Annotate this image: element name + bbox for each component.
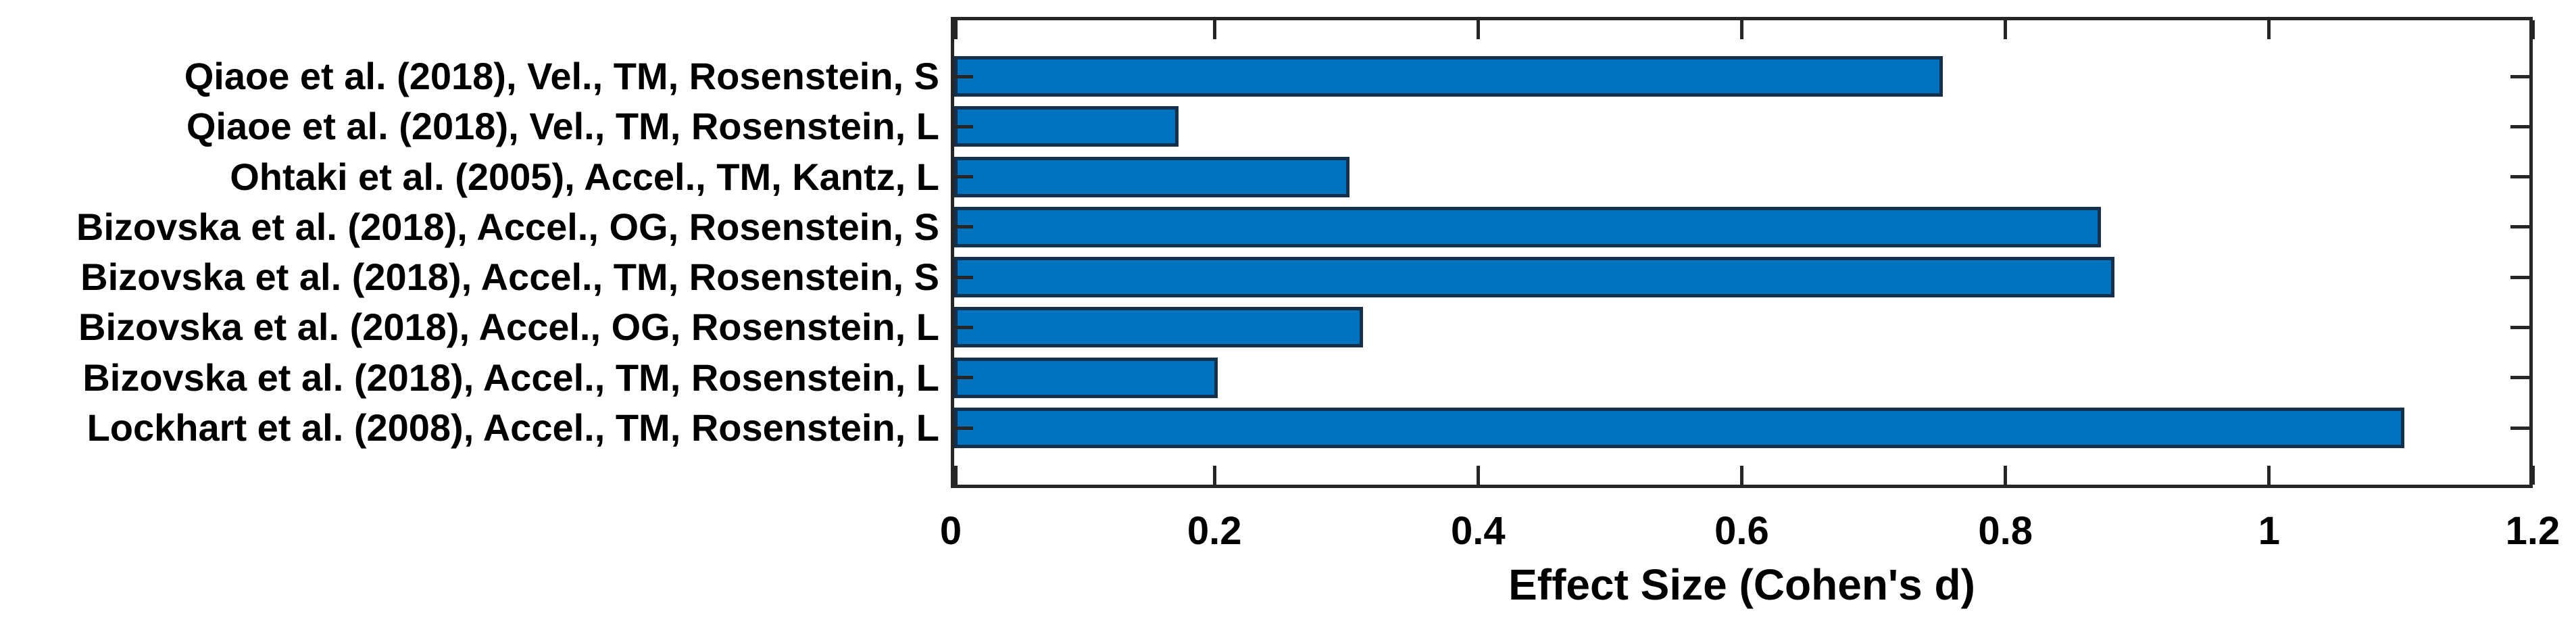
plot-area: [951, 17, 2535, 488]
x-tick-label: 0.2: [1187, 509, 1242, 553]
x-tick-bottom: [2267, 466, 2271, 485]
x-tick-top: [954, 20, 958, 39]
y-tick-right: [2510, 376, 2529, 380]
x-tick-top: [1476, 20, 1480, 39]
y-tick-right: [2510, 175, 2529, 179]
x-tick-label: 0.6: [1714, 509, 1769, 553]
x-tick-label: 1.2: [2505, 509, 2560, 553]
y-tick-left: [954, 325, 973, 329]
bar: [954, 106, 1179, 147]
x-tick-label: 0: [939, 509, 962, 553]
y-tick-left: [954, 426, 973, 430]
y-tick-right: [2510, 275, 2529, 279]
y-tick-left: [954, 74, 973, 78]
bar: [954, 56, 1943, 97]
y-tick-right: [2510, 225, 2529, 229]
bar: [954, 257, 2114, 298]
x-tick-bottom: [1740, 466, 1743, 485]
y-category-label: Bizovska et al. (2018), Accel., OG, Rose…: [78, 306, 939, 349]
y-category-label: Lockhart et al. (2008), Accel., TM, Rose…: [86, 406, 939, 449]
x-tick-top: [2267, 20, 2271, 39]
y-tick-right: [2510, 426, 2529, 430]
y-tick-right: [2510, 74, 2529, 78]
y-tick-left: [954, 275, 973, 279]
x-tick-label: 1: [2258, 509, 2280, 553]
x-tick-bottom: [1212, 466, 1216, 485]
x-tick-top: [2531, 20, 2535, 39]
y-tick-left: [954, 124, 973, 128]
y-tick-left: [954, 225, 973, 229]
bar: [954, 156, 1349, 197]
x-tick-label: 0.4: [1451, 509, 1506, 553]
x-axis-label: Effect Size (Cohen's d): [1508, 560, 1975, 609]
y-category-label: Bizovska et al. (2018), Accel., TM, Rose…: [82, 356, 939, 399]
x-tick-top: [2004, 20, 2008, 39]
x-tick-bottom: [2004, 466, 2008, 485]
y-category-label: Qiaoe et al. (2018), Vel., TM, Rosenstei…: [186, 105, 939, 148]
y-tick-right: [2510, 124, 2529, 128]
x-tick-label: 0.8: [1978, 509, 2033, 553]
bar: [954, 357, 1218, 398]
y-category-label: Bizovska et al. (2018), Accel., TM, Rose…: [80, 256, 939, 299]
x-tick-top: [1740, 20, 1743, 39]
y-tick-left: [954, 175, 973, 179]
y-tick-left: [954, 376, 973, 380]
y-category-label: Ohtaki et al. (2005), Accel., TM, Kantz,…: [230, 155, 939, 198]
x-tick-top: [1212, 20, 1216, 39]
bar: [954, 408, 2404, 448]
x-tick-bottom: [954, 466, 958, 485]
x-tick-bottom: [1476, 466, 1480, 485]
x-tick-bottom: [2531, 466, 2535, 485]
y-category-label: Qiaoe et al. (2018), Vel., TM, Rosenstei…: [184, 55, 939, 97]
bar: [954, 206, 2101, 247]
y-tick-right: [2510, 325, 2529, 329]
y-category-label: Bizovska et al. (2018), Accel., OG, Rose…: [76, 205, 939, 248]
bar: [954, 307, 1363, 348]
